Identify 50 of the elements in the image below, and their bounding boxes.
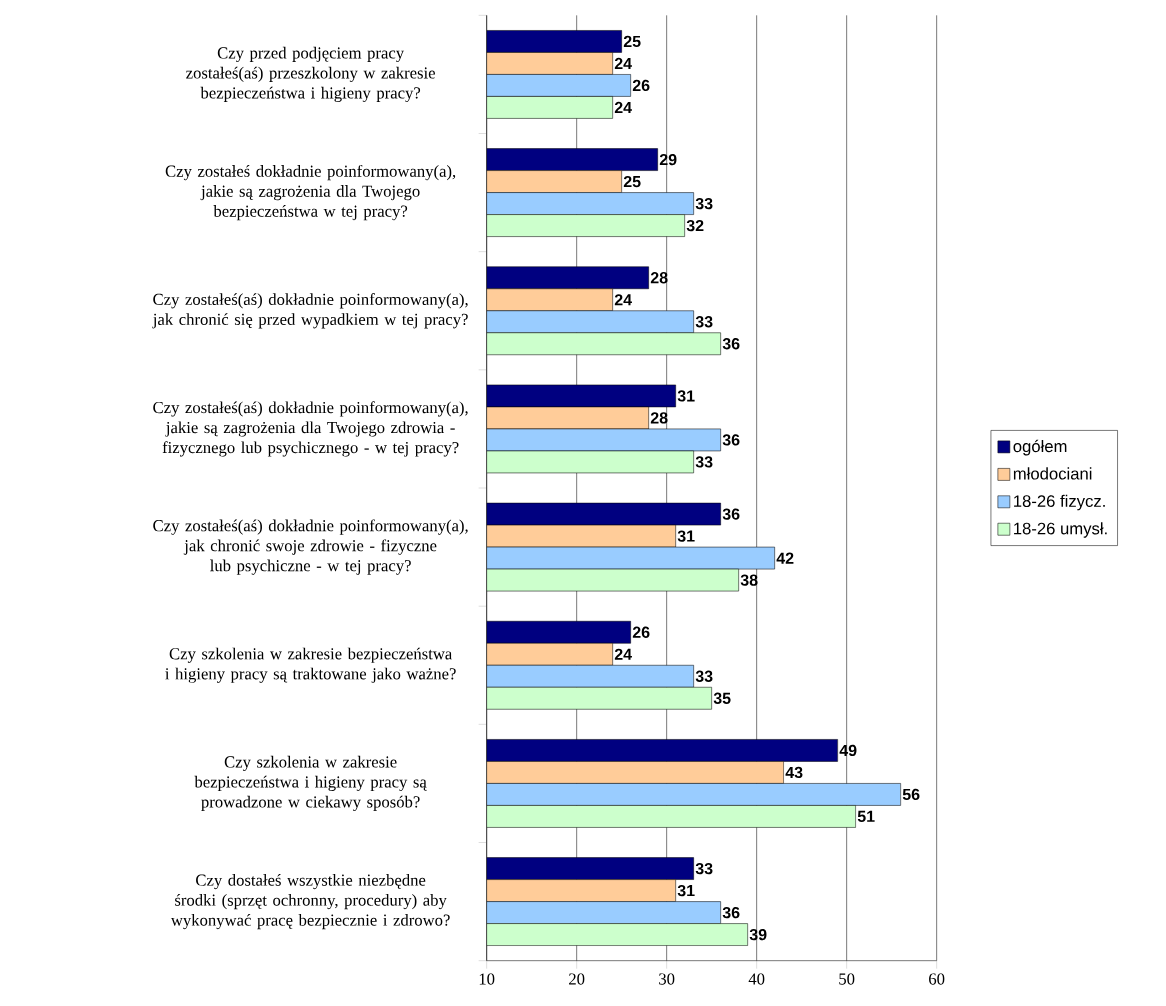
- data-label: 33: [695, 316, 713, 328]
- data-label: 28: [650, 412, 668, 424]
- data-label: 31: [677, 530, 695, 542]
- x-tick-label: 30: [659, 973, 675, 985]
- data-label: 36: [722, 434, 740, 446]
- data-label: 51: [857, 810, 875, 822]
- data-label: 35: [713, 692, 731, 704]
- y-tick-label: Czy szkolenia w zakresie bezpieczeństwa i higieny pracy są traktowane jako ważne?: [165, 647, 456, 683]
- data-label: 43: [785, 766, 803, 779]
- data-label: 26: [632, 626, 650, 638]
- y-tick-label: Czy zostałeś(aś) dokładnie poinformowany(a), jak chronić się przed wypadkiem w tej pracy?: [152, 293, 468, 329]
- data-label: 24: [614, 57, 632, 70]
- y-tick-label: Czy dostałeś wszystkie niezbędne środki (sprzęt ochronny, procedury) aby wykonywać pracę bezpiecznie i zdrowo?: [170, 874, 450, 930]
- data-label: 36: [722, 508, 740, 520]
- data-label: 25: [623, 175, 641, 188]
- data-label: 39: [749, 928, 767, 941]
- data-label: 36: [722, 338, 740, 350]
- x-tick-label: 60: [929, 973, 945, 985]
- data-label: 42: [776, 552, 794, 564]
- legend-label: młodociani: [1013, 467, 1092, 480]
- data-label: 24: [614, 101, 632, 114]
- data-label: 26: [632, 79, 650, 92]
- x-tick-label: 40: [748, 973, 765, 985]
- data-label: 28: [650, 272, 668, 284]
- y-tick-label: Czy przed podjęciem pracy zostałeś(aś) przeszkolony w zakresie bezpieczeństwa i higieny pracy?: [186, 46, 435, 102]
- data-label: 31: [677, 390, 695, 402]
- y-tick-label: Czy zostałeś(aś) dokładnie poinformowany(a), jakie są zagrożenia dla Twojego zdrowia - fizycznego lub psychicznego - w tej pracy?: [153, 401, 468, 457]
- y-tick-label: Czy zostałeś(aś) dokładnie poinformowany(a), jak chronić swoje zdrowie - fizyczne lub psychiczne - w tej pracy?: [153, 519, 468, 575]
- data-label: 49: [839, 744, 857, 757]
- legend-label: 18-26 fizycz.: [1014, 494, 1105, 511]
- data-label: 33: [695, 862, 713, 875]
- data-label: 33: [695, 456, 713, 468]
- legend-label: 18-26 umysł.: [1014, 522, 1107, 538]
- data-label: 29: [659, 153, 677, 166]
- data-label: 38: [740, 574, 758, 586]
- x-tick-label: 50: [839, 973, 855, 985]
- data-label: 56: [902, 788, 920, 801]
- data-label: 32: [686, 219, 704, 232]
- legend-label: ogółem: [1013, 439, 1067, 456]
- x-tick-label: 10: [479, 973, 495, 985]
- x-tick-label: 20: [569, 973, 585, 985]
- data-label: 24: [614, 648, 632, 660]
- y-tick-label: Czy szkolenia w zakresie bezpieczeństwa i higieny pracy są prowadzone w ciekawy sposób?: [194, 755, 427, 812]
- data-label: 33: [695, 197, 713, 210]
- data-label: 24: [614, 294, 632, 306]
- data-label: 25: [623, 35, 641, 48]
- y-tick-label: Czy zostałeś dokładnie poinformowany(a), jakie są zagrożenia dla Twojego bezpieczeństwa w tej pracy?: [165, 164, 456, 221]
- data-label: 31: [677, 884, 695, 897]
- data-label: 33: [695, 670, 713, 682]
- data-label: 36: [722, 906, 740, 919]
